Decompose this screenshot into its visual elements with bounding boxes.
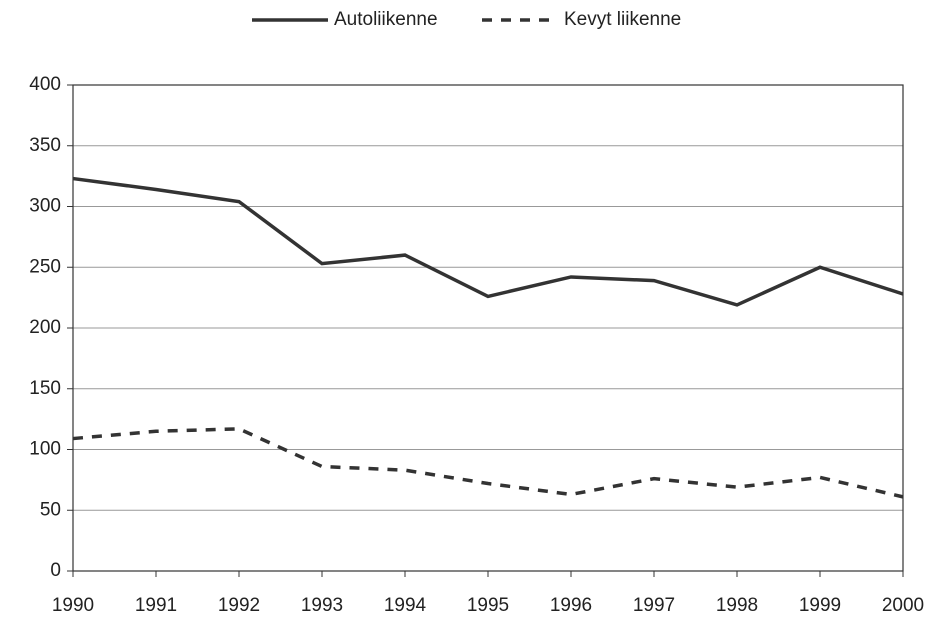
x-tick-label: 1992 (218, 595, 260, 616)
y-tick-label: 250 (29, 256, 61, 277)
x-tick-label: 2000 (882, 595, 924, 616)
y-tick-label: 350 (29, 135, 61, 156)
x-tick-label: 1997 (633, 595, 675, 616)
x-tick-label: 1996 (550, 595, 592, 616)
x-tick-label: 1998 (716, 595, 758, 616)
x-tick-label: 1994 (384, 595, 427, 616)
x-tick-label: 1990 (52, 595, 94, 616)
y-tick-label: 200 (29, 317, 61, 338)
y-tick-label: 0 (50, 560, 61, 581)
y-tick-label: 150 (29, 378, 61, 399)
x-tick-label: 1995 (467, 595, 509, 616)
x-tick-label: 1999 (799, 595, 841, 616)
series-line (72, 427, 904, 499)
y-tick-label: 50 (40, 499, 61, 520)
x-tick-label: 1991 (135, 595, 177, 616)
y-tick-label: 300 (29, 196, 61, 217)
y-tick-label: 100 (29, 439, 61, 460)
x-tick-label: 1993 (301, 595, 343, 616)
legend-label: Autoliikenne (334, 9, 438, 30)
y-tick-label: 400 (29, 74, 61, 95)
legend-label: Kevyt liikenne (564, 9, 681, 30)
series-line (72, 176, 904, 307)
